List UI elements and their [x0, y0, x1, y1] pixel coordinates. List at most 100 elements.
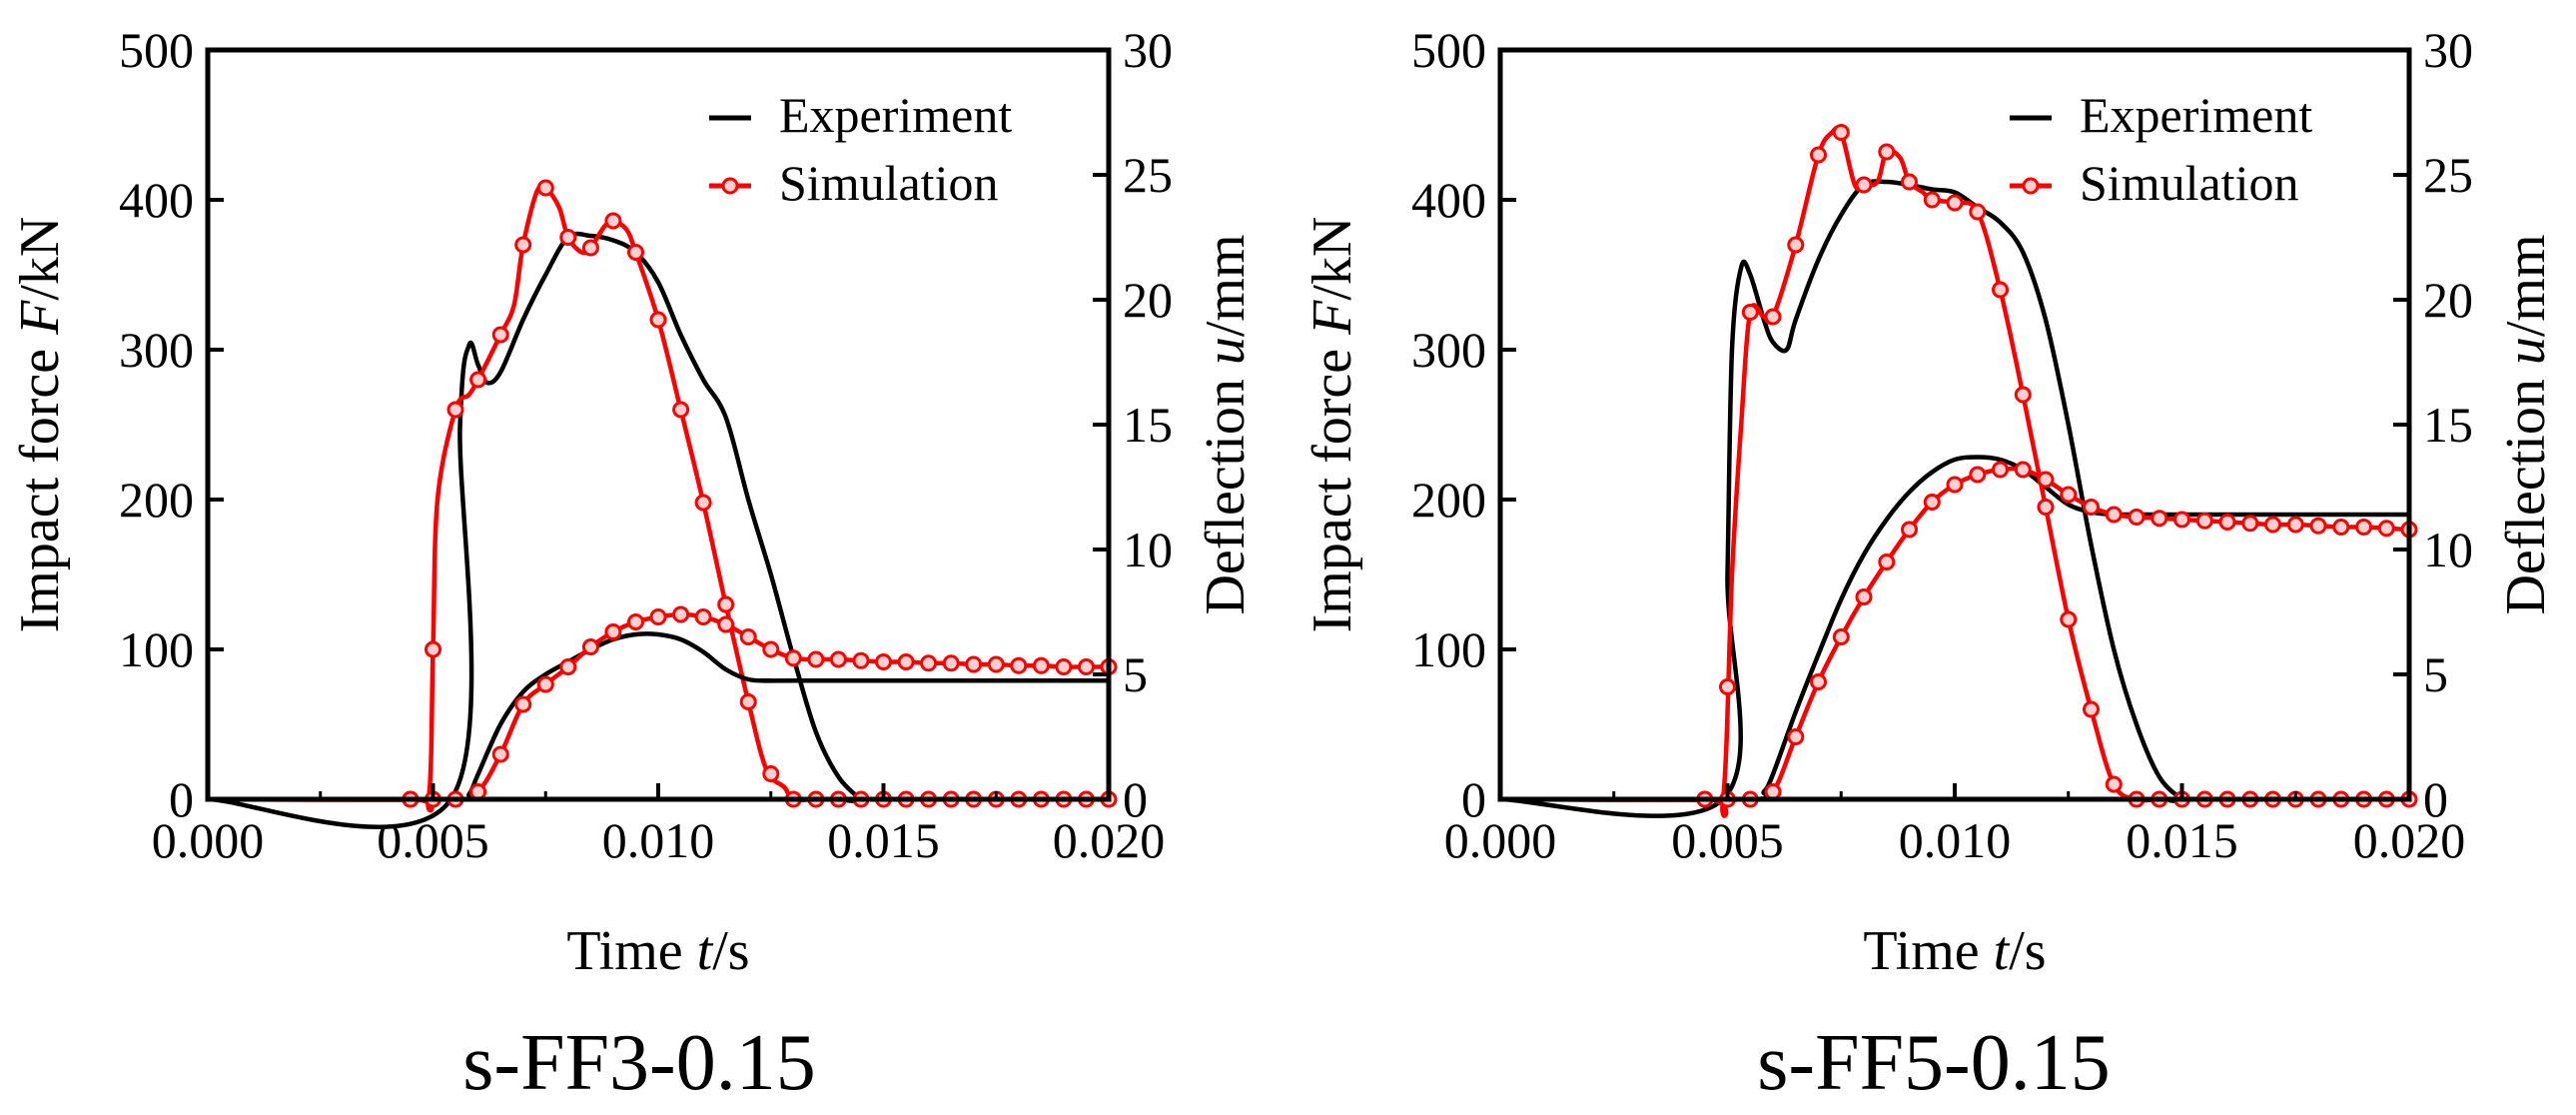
data-point — [1741, 304, 1759, 321]
data-point — [694, 494, 712, 512]
y-axis-right-title: Deflection u/mm — [2495, 234, 2557, 614]
y-left-tick-label: 0 — [169, 771, 194, 827]
data-point — [2060, 610, 2078, 628]
series-markers-left — [1696, 124, 2418, 808]
data-point — [649, 311, 667, 329]
data-point — [2128, 509, 2146, 526]
data-point — [469, 371, 487, 389]
y-right-tick-label: 30 — [1123, 22, 1173, 78]
data-point — [1923, 494, 1941, 511]
y-right-tick-label: 20 — [2423, 272, 2473, 328]
data-point — [2377, 520, 2395, 538]
data-point — [2105, 775, 2123, 793]
data-point — [581, 638, 599, 655]
y-left-tick-label: 100 — [119, 621, 194, 677]
data-point — [2309, 517, 2327, 535]
data-point — [1992, 461, 2009, 479]
data-point — [920, 654, 938, 672]
x-tick-label: 0.015 — [2126, 812, 2238, 868]
data-point — [425, 640, 441, 658]
data-point — [2173, 511, 2190, 529]
x-tick-label: 0.005 — [377, 812, 489, 868]
data-point — [2083, 499, 2100, 516]
series-markers-left — [402, 179, 1118, 808]
data-point — [784, 649, 802, 667]
data-point — [1901, 173, 1918, 191]
x-tick-label: 0.010 — [1899, 812, 2012, 868]
x-tick-label: 0.000 — [152, 812, 265, 868]
data-point — [807, 650, 825, 668]
x-tick-label: 0.005 — [1671, 812, 1784, 868]
data-point — [1032, 656, 1050, 674]
data-point — [2037, 499, 2055, 516]
legend-label-simulation: Simulation — [2080, 155, 2298, 211]
y-axis-right-title: Deflection u/mm — [1195, 234, 1257, 614]
y-right-tick-label: 25 — [2423, 147, 2473, 203]
data-point — [1010, 656, 1028, 674]
y-right-tick-label: 15 — [1123, 397, 1173, 453]
data-point — [852, 651, 870, 669]
data-point — [649, 608, 667, 625]
data-point — [2083, 700, 2100, 718]
data-point — [2014, 386, 2032, 404]
y-right-tick-label: 30 — [2423, 22, 2473, 78]
y-right-tick-label: 10 — [2423, 522, 2473, 577]
y-left-tick-label: 100 — [1411, 621, 1486, 677]
y-left-tick-label: 400 — [1411, 172, 1486, 228]
data-point — [491, 326, 509, 344]
data-point — [1878, 554, 1896, 570]
legend-label-experiment: Experiment — [779, 87, 1012, 143]
data-point — [1832, 628, 1850, 645]
x-axis-title: Time t/s — [566, 920, 749, 982]
y-right-tick-label: 0 — [1123, 771, 1148, 827]
data-point — [897, 653, 915, 670]
data-point — [1078, 658, 1095, 675]
data-point — [2060, 486, 2078, 504]
chart-panel-1: 0.000 0.005 0.010 0.015 0.020010020030040050… — [9, 22, 1257, 1107]
data-point — [1901, 521, 1918, 539]
y-left-tick-label: 500 — [119, 22, 194, 78]
data-point — [559, 229, 577, 246]
legend: Experiment Simulation — [709, 87, 1012, 211]
data-point — [1855, 588, 1873, 605]
data-point — [2264, 516, 2281, 534]
series-line-simulation-left — [1500, 125, 2409, 818]
chart-panel-2: 0.000 0.005 0.010 0.015 0.020010020030040050… — [1301, 22, 2557, 1107]
data-point — [536, 179, 554, 197]
y-left-tick-label: 300 — [119, 322, 194, 378]
data-point — [1946, 476, 1964, 494]
legend: Experiment Simulation — [2010, 87, 2312, 211]
data-point — [1810, 673, 1827, 690]
data-point — [469, 783, 487, 800]
data-point — [2286, 516, 2304, 534]
data-point — [581, 239, 599, 257]
y-right-tick-label: 15 — [2423, 397, 2473, 453]
series-markers-right — [402, 605, 1118, 808]
data-point — [2355, 519, 2372, 536]
series-line-simulation-right — [207, 611, 1109, 802]
data-point — [1787, 236, 1805, 254]
data-point — [1764, 308, 1782, 326]
data-point — [762, 765, 780, 782]
data-point — [2241, 515, 2259, 533]
legend-label-experiment: Experiment — [2080, 87, 2312, 143]
data-point — [1719, 678, 1736, 695]
data-point — [536, 675, 554, 693]
data-point — [987, 655, 1005, 673]
x-tick-label: 0.020 — [1053, 812, 1166, 868]
data-point — [739, 693, 757, 710]
data-point — [2218, 514, 2236, 531]
data-point — [559, 658, 577, 675]
data-point — [762, 640, 780, 658]
x-tick-label: 0.010 — [602, 812, 715, 868]
data-point — [965, 655, 983, 673]
legend-marker-simulation — [721, 177, 739, 195]
panel-caption: s-FF5-0.15 — [1757, 1019, 2110, 1107]
legend-marker-simulation — [2022, 177, 2040, 195]
data-point — [604, 623, 622, 640]
data-point — [514, 236, 532, 254]
data-point — [694, 608, 712, 625]
panel-caption: s-FF3-0.15 — [462, 1019, 815, 1107]
data-point — [1855, 176, 1873, 194]
